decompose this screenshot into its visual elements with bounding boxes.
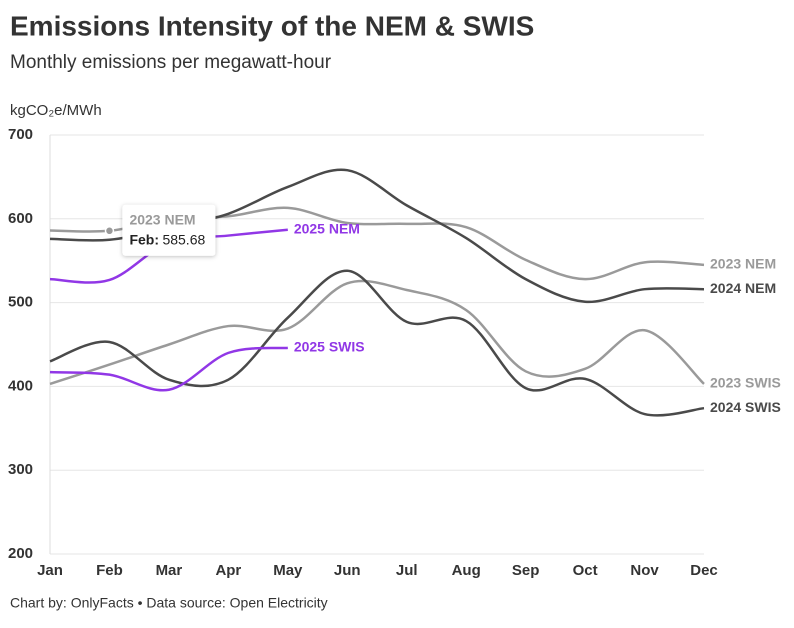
series-label: 2024 NEM <box>710 280 776 296</box>
series-label: 2023 NEM <box>710 256 776 272</box>
x-tick-label: Aug <box>452 562 481 579</box>
labels: 2023 NEM 2023 SWIS 2024 NEM 2024 SWIS 2025 N… <box>294 220 781 414</box>
series-line <box>49 346 288 392</box>
series-label: 2025 NEM <box>294 220 360 236</box>
y-tick-label: 300 <box>8 461 33 478</box>
x-tick-label: Oct <box>573 562 598 579</box>
y-tick-label: 500 <box>8 294 33 311</box>
tooltip-label: Feb: <box>129 232 159 248</box>
tooltip-title: 2023 NEM <box>129 212 195 228</box>
chart-title: Emissions Intensity of the NEM & SWIS <box>10 10 534 41</box>
footer: Chart by: OnlyFacts • Data source: Open … <box>10 595 328 611</box>
tooltip-value: 585.68 <box>162 232 205 248</box>
y-tick-label: 400 <box>8 377 33 394</box>
y-axis-label: kgCO₂e/MWh <box>10 102 102 119</box>
x-tick-label: Mar <box>156 562 183 579</box>
chart-subtitle: Monthly emissions per megawatt-hour <box>10 52 332 73</box>
tooltip: 2023 NEM Feb: 585.68 <box>104 204 216 256</box>
x-tick-label: Nov <box>630 562 659 579</box>
series-label: 2024 SWIS <box>710 399 781 415</box>
x-tick-label: May <box>273 562 303 579</box>
y-tick-label: 600 <box>8 210 33 227</box>
series-line <box>49 279 705 386</box>
x-tick-label: Jun <box>334 562 361 579</box>
y-tick-label: 200 <box>8 545 33 562</box>
x-tick-label: Feb <box>96 562 123 579</box>
grid: 200 300 400 500 600 700 Jan Feb Mar Apr May Jun Jul A… <box>8 126 718 579</box>
y-tick-label: 700 <box>8 126 33 143</box>
x-tick-label: Jul <box>396 562 418 579</box>
series-label: 2025 SWIS <box>294 339 365 355</box>
x-tick-label: Dec <box>690 562 718 579</box>
tooltip-box <box>122 204 216 256</box>
x-tick-label: Jan <box>37 562 63 579</box>
x-tick-label: Sep <box>512 562 540 579</box>
series-line <box>49 269 705 417</box>
x-tick-label: Apr <box>215 562 241 579</box>
series-label: 2023 SWIS <box>710 375 781 391</box>
tooltip-dot <box>104 226 115 236</box>
